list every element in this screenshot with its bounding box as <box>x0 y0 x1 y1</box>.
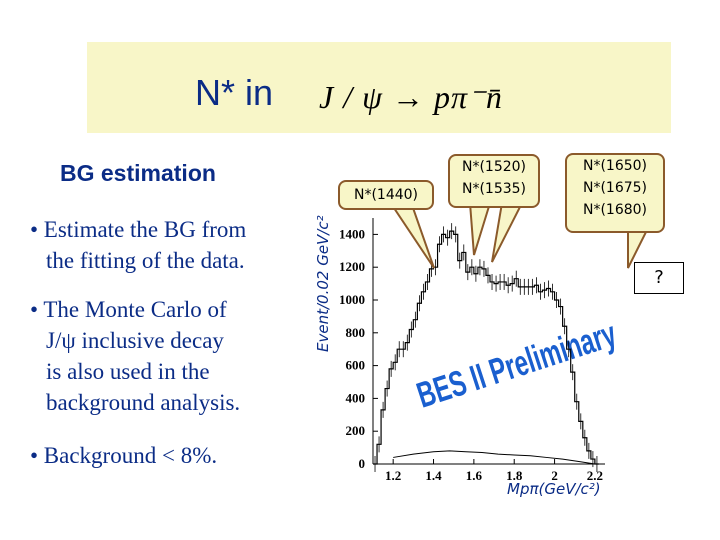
y-tick-label-4: 800 <box>346 325 366 340</box>
data-histogram <box>373 230 599 465</box>
pointer-n1520 <box>468 202 492 256</box>
watermark: BES II Preliminary <box>412 314 621 416</box>
y-axis-label: Event/0.02 GeV/c² <box>314 215 332 352</box>
bullet-2-line-2: J/ψ inclusive decay <box>46 328 224 353</box>
plot-series <box>373 223 599 472</box>
callout-n1535-label: N*(1535) <box>461 181 527 197</box>
bullet-2-line-3: is also used in the <box>46 359 210 384</box>
title-banner: N* in J / ψ → pπ⁻n̄ <box>87 42 671 133</box>
x-tick-label-0: 1.2 <box>385 468 401 483</box>
callout-n1650-n1675-n1680: N*(1650) N*(1675) N*(1680) <box>565 153 665 233</box>
y-tick-label-6: 1200 <box>339 259 365 274</box>
slide-title: N* in <box>195 72 274 113</box>
callout-n1520-n1535: N*(1520) N*(1535) <box>448 154 540 208</box>
y-tick-label-3: 600 <box>346 358 366 373</box>
y-tick-label-5: 1000 <box>339 292 365 307</box>
x-tick-label-5: 2.2 <box>587 468 603 483</box>
y-tick-label-0: 0 <box>359 456 366 471</box>
callout-n1675-label: N*(1675) <box>582 180 648 196</box>
callout-pointers <box>390 202 650 269</box>
decay-formula: J / ψ → pπ⁻n̄ <box>319 79 503 115</box>
callout-n1650-label: N*(1650) <box>582 158 648 174</box>
y-tick-label-7: 1400 <box>339 226 365 241</box>
watermark-text: BES II Preliminary <box>412 314 621 416</box>
pointer-n1535 <box>491 202 524 263</box>
bullet-1-line-2: the fitting of the data. <box>46 248 245 273</box>
y-tick-label-2: 400 <box>346 390 366 405</box>
bullet-1-line-1: • Estimate the BG from <box>30 217 247 242</box>
question-mark-box: ? <box>634 262 684 294</box>
bullet-3-line-1: • Background < 8%. <box>30 443 218 468</box>
x-tick-label-1: 1.4 <box>425 468 442 483</box>
x-axis-label: Mpπ(GeV/c²) <box>507 480 601 498</box>
y-tick-label-1: 200 <box>346 423 366 438</box>
callout-n1440: N*(1440) <box>338 180 434 210</box>
bullet-2-line-4: background analysis. <box>46 390 241 415</box>
bullet-2-line-1: • The Monte Carlo of <box>30 297 227 322</box>
callout-n1680-label: N*(1680) <box>582 202 648 218</box>
x-tick-label-2: 1.6 <box>466 468 483 483</box>
x-tick-label-3: 1.8 <box>506 468 523 483</box>
callout-n1520-label: N*(1520) <box>461 159 527 175</box>
pointer-n1440 <box>390 204 435 269</box>
bg-curve <box>393 450 595 465</box>
plot-axes: 0 200 400 600 800 1000 1200 1400 1.2 1.4 1.6 1.8 2 2.… <box>339 218 605 483</box>
bg-estimation-heading: BG estimation <box>60 160 216 186</box>
x-tick-label-4: 2 <box>551 468 558 483</box>
